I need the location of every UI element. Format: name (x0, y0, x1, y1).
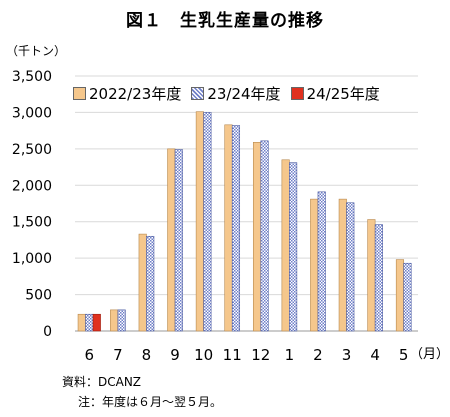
y-tick-label: 1,500 (12, 215, 52, 231)
chart-title: 図１ 生乳生産量の推移 (126, 11, 324, 31)
bar-series-1-6 (77, 313, 86, 332)
x-tick-label: 10 (194, 346, 213, 364)
period-note: 注：年度は６月～翌５月。 (78, 395, 223, 409)
x-tick-label: 6 (85, 346, 95, 364)
y-tick-label: 2,500 (12, 142, 52, 158)
bar-series-3-6 (92, 313, 101, 332)
bar-series-2-7 (117, 309, 126, 332)
x-tick-label: 4 (370, 346, 380, 364)
bar-series-2-12 (260, 140, 269, 332)
y-tick-label: 3,500 (12, 69, 52, 85)
legend-label-series-1: 2022/23年度 (89, 85, 182, 103)
bar-series-2-3 (346, 202, 355, 332)
x-tick-label: 12 (251, 346, 270, 364)
bar-series-2-1 (289, 162, 298, 332)
legend-label-series-3: 24/25年度 (306, 85, 380, 103)
chart-legend: 2022/23年度 23/24年度 24/25年度 (70, 82, 393, 105)
bar-series-1-7 (110, 309, 119, 332)
bar-series-2-8 (146, 235, 155, 332)
x-axis-unit-label: （月） (410, 347, 450, 362)
bar-series-2-4 (374, 224, 383, 332)
bar-series-2-11 (231, 125, 241, 332)
legend-item-series-3: 24/25年度 (290, 83, 380, 104)
x-tick-label: 9 (170, 346, 180, 364)
legend-item-series-1: 2022/23年度 (73, 83, 181, 104)
legend-swatch-series-3 (290, 87, 304, 100)
bar-series-1-4 (367, 219, 376, 332)
y-tick-label: 2,000 (12, 178, 52, 194)
bar-series-1-11 (224, 124, 233, 332)
bar-series-1-9 (167, 148, 176, 332)
legend-item-series-2: 23/24年度 (191, 83, 281, 104)
x-tick-label: 5 (399, 346, 409, 364)
x-tick-label: 2 (313, 346, 323, 364)
x-tick-label: 3 (342, 346, 352, 364)
bar-series-2-10 (203, 112, 212, 332)
legend-label-series-2: 23/24年度 (207, 85, 281, 103)
bar-series-2-5 (403, 262, 412, 332)
x-tick-label: 8 (142, 346, 152, 364)
bar-series-1-12 (252, 142, 262, 332)
y-tick-label: 0 (43, 324, 52, 340)
bar-series-2-2 (317, 191, 326, 332)
bar-series-1-5 (395, 259, 405, 332)
bar-series-1-2 (310, 198, 319, 332)
bar-series-1-10 (195, 111, 204, 332)
legend-swatch-series-1 (73, 87, 86, 100)
x-tick-label: 7 (113, 346, 123, 364)
y-tick-label: 3,000 (12, 105, 52, 121)
bar-series-1-3 (338, 198, 347, 332)
legend-swatch-series-2 (191, 87, 205, 100)
bar-series-2-9 (174, 149, 183, 332)
y-tick-label: 500 (25, 288, 52, 304)
x-tick-label: 11 (223, 346, 242, 364)
bar-series-1-8 (138, 233, 147, 332)
bar-series-2-6 (85, 313, 94, 332)
source-note: 資料：DCANZ (62, 375, 142, 389)
bar-series-1-1 (281, 159, 290, 332)
y-axis-unit-label: （千トン） (6, 44, 67, 58)
y-tick-label: 1,000 (12, 251, 52, 267)
x-tick-label: 1 (285, 346, 295, 364)
